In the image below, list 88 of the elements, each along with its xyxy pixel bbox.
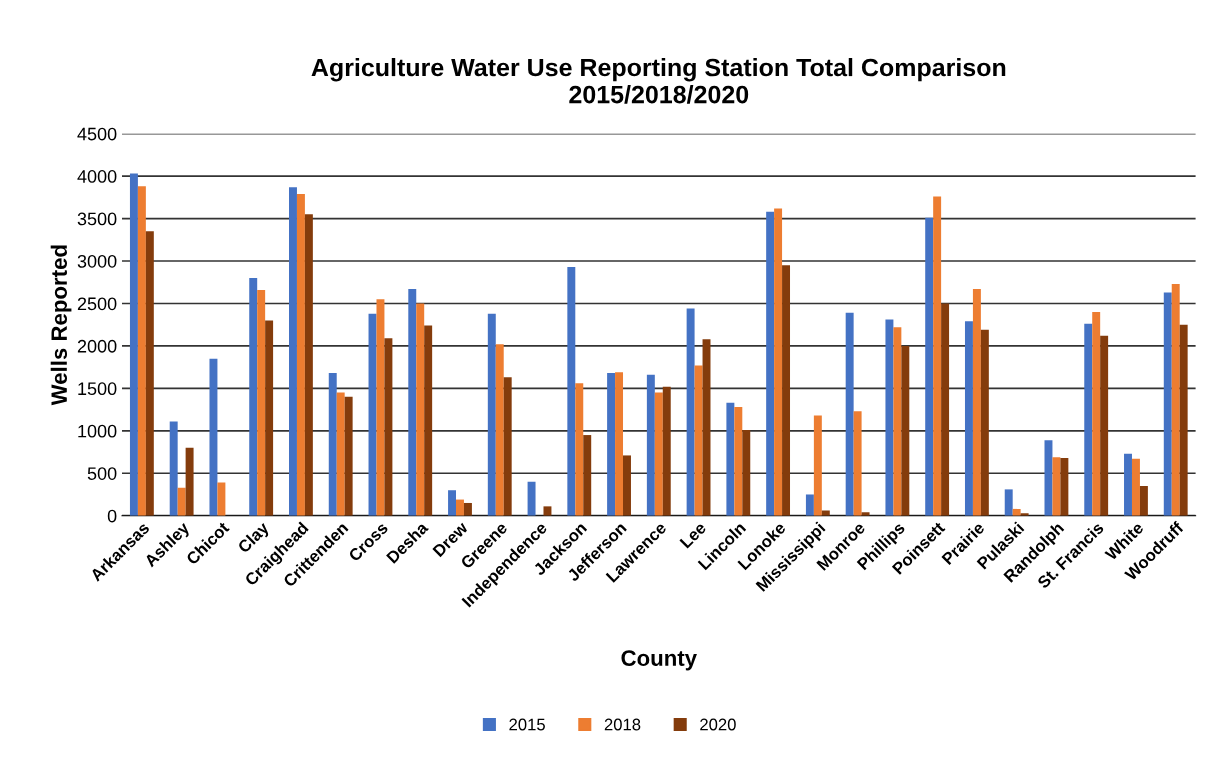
bar: [1124, 453, 1132, 516]
bar: [980, 329, 989, 516]
bar: [543, 506, 552, 516]
bar: [1060, 457, 1069, 516]
bar: [782, 265, 791, 516]
y-tick-label: 2000: [77, 339, 117, 353]
bar: [813, 415, 822, 516]
legend-label: 2015: [509, 718, 545, 731]
bar: [1171, 283, 1180, 516]
bar: [463, 502, 472, 516]
bar: [1052, 457, 1061, 516]
y-tick-label: 4500: [77, 127, 117, 141]
bar: [972, 289, 981, 516]
bar: [654, 392, 663, 516]
bar: [1004, 489, 1013, 516]
bar: [646, 374, 655, 516]
bar: [249, 278, 258, 516]
bar: [925, 217, 934, 516]
bar: [734, 407, 743, 516]
bar: [686, 308, 695, 516]
bar: [1179, 324, 1188, 516]
bar: [376, 299, 385, 516]
bar: [742, 429, 751, 516]
bar: [416, 303, 425, 516]
bar: [344, 396, 353, 516]
bar: [941, 303, 950, 516]
bar: [169, 421, 178, 516]
bar: [448, 490, 457, 516]
bar: [575, 383, 584, 516]
bar: [408, 289, 417, 516]
bar: [774, 208, 783, 516]
bar: [901, 345, 910, 516]
bar: [129, 173, 138, 516]
chart-title: Agriculture Water Use Reporting Station Total Comparison 2015/2018/2020: [311, 57, 1006, 104]
bar: [328, 373, 337, 516]
bar: [257, 289, 266, 516]
bar: [893, 327, 902, 516]
bar: [424, 325, 433, 516]
bar: [217, 482, 226, 516]
bar: [384, 338, 393, 516]
x-axis-title: County: [621, 650, 697, 671]
bar: [185, 447, 194, 516]
bar: [495, 344, 504, 516]
y-tick-label: 3500: [77, 212, 117, 226]
bar: [209, 358, 218, 516]
y-tick-label: 2500: [77, 297, 117, 311]
bar: [662, 386, 671, 516]
bar: [145, 231, 154, 516]
bar: [623, 455, 631, 516]
y-tick-label: 1500: [78, 382, 117, 396]
bar: [567, 266, 576, 516]
bar: [1163, 292, 1172, 516]
bar: [456, 499, 464, 516]
bar: [607, 373, 616, 516]
bar: [964, 321, 973, 516]
bar: [487, 313, 496, 516]
bar: [853, 411, 862, 516]
bar: [177, 487, 186, 516]
bar: [1092, 311, 1101, 516]
bar: [296, 193, 305, 516]
legend-label: 2018: [604, 718, 641, 731]
y-tick-label: 500: [87, 467, 117, 480]
bar: [503, 377, 512, 516]
bar: [265, 320, 274, 516]
bar: [527, 481, 536, 516]
bar: [933, 196, 942, 516]
bar: [1131, 458, 1140, 516]
bar: [137, 186, 146, 516]
bar: [1100, 335, 1109, 516]
y-tick-label: 0: [107, 509, 117, 523]
y-tick-label: 4000: [77, 170, 117, 183]
bar: [615, 372, 624, 516]
bar: [766, 211, 775, 516]
bar: [805, 494, 814, 516]
bar: [336, 392, 345, 516]
bar: [885, 319, 894, 516]
bar: [304, 214, 313, 516]
bar: [1139, 485, 1148, 516]
y-tick-label: 3000: [77, 254, 117, 268]
bar: [583, 435, 592, 516]
legend-label: 2020: [700, 718, 736, 731]
y-axis-title: Wells Reported: [50, 245, 72, 406]
bar: [726, 402, 735, 516]
bar: [845, 312, 854, 516]
y-tick-label: 1000: [78, 424, 117, 438]
bar: [1084, 323, 1093, 516]
bar: [289, 187, 297, 516]
bar: [694, 365, 703, 516]
